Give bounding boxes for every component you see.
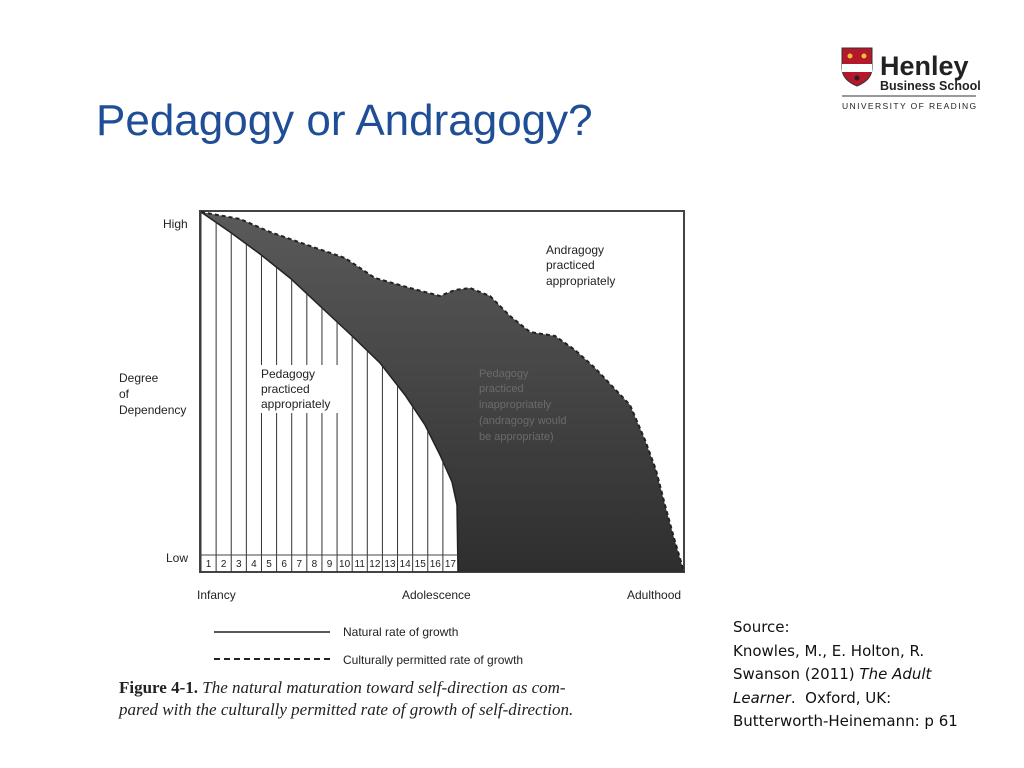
- column-number: 14: [400, 559, 412, 570]
- column-number: 9: [327, 559, 333, 570]
- region-label: inappropriately: [479, 399, 552, 411]
- column-number: 7: [296, 559, 302, 570]
- logo-name: Henley: [880, 51, 969, 81]
- legend-label: Culturally permitted rate of growth: [343, 653, 523, 667]
- y-label: of: [119, 387, 130, 401]
- column-number: 4: [251, 559, 257, 570]
- source-text: Swanson (2011): [733, 665, 860, 683]
- caption-text: The natural maturation toward self-direc…: [202, 678, 566, 697]
- logo-mark: [854, 75, 860, 81]
- source-line: Knowles, M., E. Holton, R.: [733, 640, 958, 664]
- column-number: 12: [369, 559, 381, 570]
- source-line: Learner. Oxford, UK:: [733, 687, 958, 711]
- source: Source: Knowles, M., E. Holton, R. Swanson…: [733, 616, 958, 734]
- column-number: 1: [206, 559, 212, 570]
- region-label: Pedagogy: [479, 368, 529, 380]
- x-start: Infancy: [197, 588, 236, 602]
- region-label: practiced: [546, 258, 595, 272]
- cultural-curve: [200, 211, 685, 573]
- source-text: The Adult: [859, 665, 932, 683]
- x-middle: Adolescence: [402, 588, 471, 602]
- region-label: Andragogy: [546, 243, 604, 257]
- source-text: Source:: [733, 618, 790, 636]
- region-label: be appropriate): [479, 431, 554, 443]
- source-text: Knowles, M., E. Holton, R.: [733, 641, 925, 660]
- figure: 1 2 3 4 5 6 7 8 9 10 11 12 13 14 15 16 17 High Low Degre…: [118, 210, 685, 719]
- column-number: 8: [312, 559, 318, 570]
- caption-text: pared with the culturally permitted rate…: [118, 700, 573, 719]
- natural-curve: [200, 211, 459, 573]
- logo-mark: [861, 53, 867, 59]
- region-label: appropriately: [546, 274, 615, 288]
- source-line: Swanson (2011) The Adult: [733, 663, 958, 687]
- column-number: 11: [355, 559, 366, 570]
- logo: Henley Business School UNIVERSITY OF REA…: [841, 47, 981, 111]
- logo-school: Business School: [880, 79, 981, 93]
- label-backdrop: [257, 365, 341, 413]
- x-end: Adulthood: [627, 588, 681, 602]
- column-number: 6: [281, 559, 287, 570]
- column-number: 10: [339, 559, 351, 570]
- caption-line: Figure 4-1. The natural maturation towar…: [119, 678, 566, 697]
- logo-university: UNIVERSITY OF READING: [842, 101, 978, 111]
- region-label: appropriately: [261, 397, 330, 411]
- source-line: Butterworth-Heinemann: p 61: [733, 710, 958, 734]
- slide-title: Pedagogy or Andragogy?: [96, 96, 593, 145]
- legend-label: Natural rate of growth: [343, 625, 458, 639]
- source-line: Source:: [733, 616, 958, 640]
- column-number: 13: [384, 559, 396, 570]
- logo-mark: [847, 53, 853, 59]
- caption-label: Figure 4-1.: [119, 678, 198, 697]
- region-label: practiced: [479, 383, 524, 395]
- logo-band: [842, 64, 872, 72]
- column-number: 2: [221, 559, 227, 570]
- y-label: Dependency: [119, 403, 186, 417]
- y-high: High: [163, 217, 188, 231]
- column-number: 15: [415, 559, 427, 570]
- column-number: 5: [266, 559, 272, 570]
- source-text: . Oxford, UK:: [790, 688, 892, 707]
- y-label: Degree: [119, 371, 159, 385]
- column-number: 16: [430, 559, 442, 570]
- dark-region: [201, 212, 684, 572]
- column-number: 3: [236, 559, 242, 570]
- source-text: Learner: [733, 688, 791, 707]
- column-number: 17: [445, 559, 457, 570]
- source-text: Butterworth-Heinemann: p 61: [733, 712, 958, 730]
- region-label: (andragogy would: [479, 415, 566, 427]
- region-label: practiced: [261, 382, 310, 396]
- region-label: Pedagogy: [261, 367, 315, 381]
- y-low: Low: [166, 551, 188, 565]
